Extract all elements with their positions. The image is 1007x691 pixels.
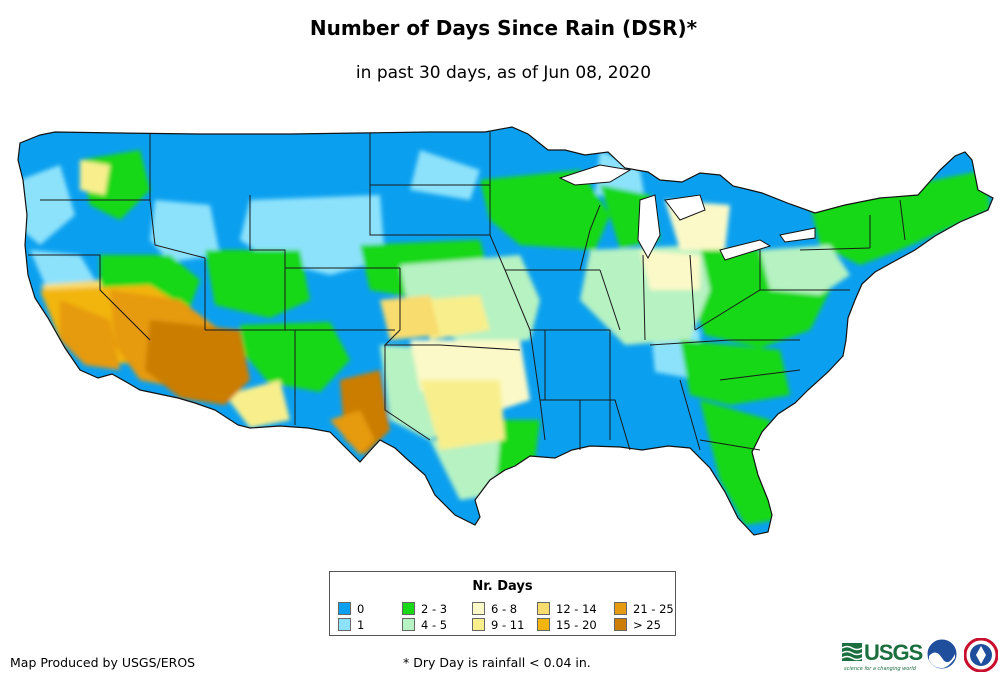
legend-title: Nr. Days bbox=[472, 579, 533, 594]
map-title: Number of Days Since Rain (DSR)* bbox=[309, 16, 698, 40]
dry-day-note: * Dry Day is rainfall < 0.04 in. bbox=[403, 655, 591, 670]
producer-credit: Map Produced by USGS/EROS bbox=[10, 655, 196, 670]
legend-item: 9 - 11 bbox=[472, 618, 524, 632]
legend-label: 12 - 14 bbox=[556, 602, 597, 616]
legend-item: 6 - 8 bbox=[472, 602, 517, 616]
legend-item: 12 - 14 bbox=[537, 602, 597, 616]
legend-item: 15 - 20 bbox=[537, 618, 597, 632]
agency-logos: USGS science for a changing world bbox=[842, 638, 1002, 680]
dsr-raster bbox=[18, 127, 993, 535]
legend-label: > 25 bbox=[633, 618, 661, 632]
legend-swatch bbox=[472, 618, 485, 631]
legend-label: 21 - 25 bbox=[633, 602, 674, 616]
legend-item: > 25 bbox=[614, 618, 661, 632]
legend-label: 0 bbox=[357, 602, 365, 616]
legend-label: 4 - 5 bbox=[421, 618, 448, 632]
legend-label: 9 - 11 bbox=[491, 618, 525, 632]
legend-swatch bbox=[614, 618, 627, 631]
nws-logo-icon bbox=[964, 638, 998, 672]
legend-label: 1 bbox=[357, 618, 365, 632]
usgs-tagline: science for a changing world bbox=[844, 666, 916, 672]
map-subtitle: in past 30 days, as of Jun 08, 2020 bbox=[355, 63, 652, 83]
usgs-logo: USGS bbox=[864, 640, 923, 665]
legend-swatch bbox=[472, 602, 485, 615]
legend-swatch bbox=[402, 602, 415, 615]
noaa-logo-icon bbox=[926, 638, 958, 670]
legend-item: 2 - 3 bbox=[402, 602, 447, 616]
usgs-wave-icon bbox=[842, 643, 862, 661]
legend-label: 6 - 8 bbox=[491, 602, 518, 616]
legend-swatch bbox=[338, 602, 351, 615]
legend-item: 1 bbox=[338, 618, 364, 632]
legend-swatch bbox=[537, 602, 550, 615]
great-lakes bbox=[558, 164, 816, 261]
legend: Nr. Days 0 1 2 - 3 4 - 5 6 - 8 9 - 11 12 - 14 1… bbox=[329, 571, 676, 636]
legend-swatch bbox=[614, 602, 627, 615]
legend-item: 0 bbox=[338, 602, 364, 616]
legend-swatch bbox=[402, 618, 415, 631]
legend-item: 21 - 25 bbox=[614, 602, 674, 616]
legend-swatch bbox=[537, 618, 550, 631]
legend-label: 2 - 3 bbox=[421, 602, 448, 616]
legend-swatch bbox=[338, 618, 351, 631]
legend-label: 15 - 20 bbox=[556, 618, 597, 632]
dsr-map bbox=[17, 126, 994, 536]
legend-item: 4 - 5 bbox=[402, 618, 447, 632]
state-boundaries bbox=[28, 132, 906, 451]
